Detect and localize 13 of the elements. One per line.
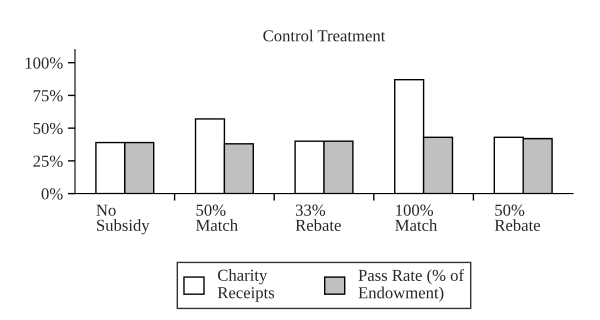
- x-tick-label: 100% Match: [395, 204, 438, 231]
- x-tick-label: 50% Match: [196, 204, 238, 231]
- x-tick-label: 50% Rebate: [494, 204, 540, 231]
- y-tick-label: 50%: [34, 122, 63, 134]
- legend-label: Charity Receipts: [218, 269, 274, 302]
- x-tick-label: 33% Rebate: [296, 204, 341, 231]
- x-tick-label: No Subsidy: [96, 204, 150, 234]
- legend-label: Pass Rate (% of Endowment): [358, 269, 464, 302]
- y-tick-label: 75%: [34, 90, 63, 102]
- chart-title: Control Treatment: [263, 30, 386, 42]
- y-tick-label: 25%: [33, 156, 63, 167]
- y-tick-label: 0%: [42, 188, 63, 200]
- y-tick-label: 100%: [26, 57, 63, 69]
